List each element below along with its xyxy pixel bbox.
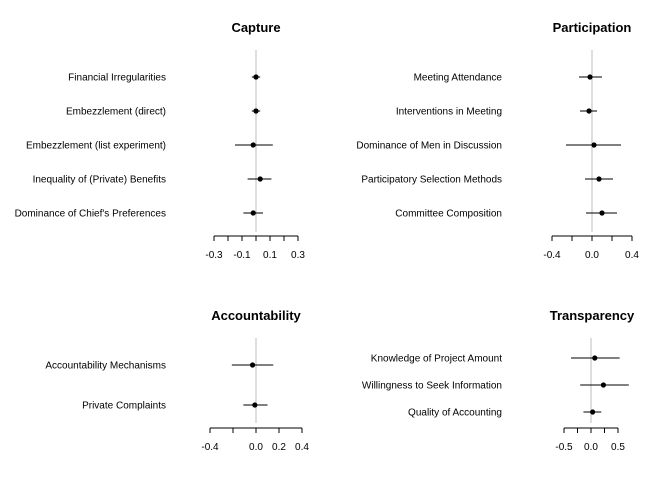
row-label: Dominance of Chief's Preferences (15, 209, 166, 220)
x-tick-label: 0.4 (625, 250, 639, 261)
point-estimate (591, 142, 597, 148)
point-estimate (253, 74, 259, 80)
x-tick-label: -0.4 (201, 442, 219, 453)
x-tick-label: 0.0 (585, 250, 599, 261)
x-tick-label: -0.5 (555, 442, 573, 453)
x-tick-label: -0.4 (543, 250, 561, 261)
point-estimate (249, 362, 256, 368)
x-tick-label: 0.2 (272, 442, 286, 453)
x-tick-label: 0.0 (584, 442, 598, 453)
point-estimate (250, 142, 256, 148)
row-label: Accountability Mechanisms (45, 361, 166, 372)
point-estimate (257, 176, 263, 182)
panel-title: Participation (553, 20, 632, 35)
row-label: Knowledge of Project Amount (371, 354, 502, 365)
panel-capture: Capture Financial Irregularities Embezzlem… (15, 20, 306, 261)
panel-title: Capture (231, 20, 280, 35)
row-label: Embezzlement (direct) (66, 107, 166, 118)
point-estimate (599, 210, 605, 216)
row-label: Committee Composition (395, 209, 502, 220)
point-estimate (590, 409, 596, 415)
row-label: Participatory Selection Methods (361, 175, 502, 186)
point-estimate (252, 402, 258, 408)
row-label: Financial Irregularities (68, 73, 166, 84)
point-estimate (253, 108, 259, 114)
row-label: Embezzlement (list experiment) (26, 141, 166, 152)
point-estimate (600, 382, 607, 388)
row-label: Willingness to Seek Information (362, 381, 502, 392)
panel-accountability: Accountability Accountability Mechanisms P… (45, 308, 309, 453)
row-label: Interventions in Meeting (396, 107, 502, 118)
panel-title: Transparency (550, 308, 635, 323)
x-tick-label: 0.4 (295, 442, 309, 453)
row-label: Dominance of Men in Discussion (356, 141, 502, 152)
point-estimate (587, 74, 593, 80)
point-estimate (592, 355, 598, 361)
x-tick-label: 0.0 (249, 442, 263, 453)
point-estimate (586, 108, 592, 114)
row-label: Inequality of (Private) Benefits (33, 175, 166, 186)
panel-participation: Participation Meeting Attendance Intervent… (356, 20, 639, 261)
point-estimate (250, 210, 256, 216)
x-tick-label: 0.3 (291, 250, 305, 261)
x-tick-label: 0.1 (263, 250, 277, 261)
point-estimate (596, 176, 602, 182)
x-tick-label: -0.1 (233, 250, 251, 261)
x-tick-label: -0.3 (205, 250, 223, 261)
panel-title: Accountability (211, 308, 301, 323)
row-label: Quality of Accounting (408, 408, 502, 419)
x-tick-label: 0.5 (611, 442, 625, 453)
panel-transparency: Transparency Knowledge of Project Amount W… (362, 308, 635, 453)
row-label: Meeting Attendance (414, 73, 503, 84)
row-label: Private Complaints (82, 401, 166, 412)
